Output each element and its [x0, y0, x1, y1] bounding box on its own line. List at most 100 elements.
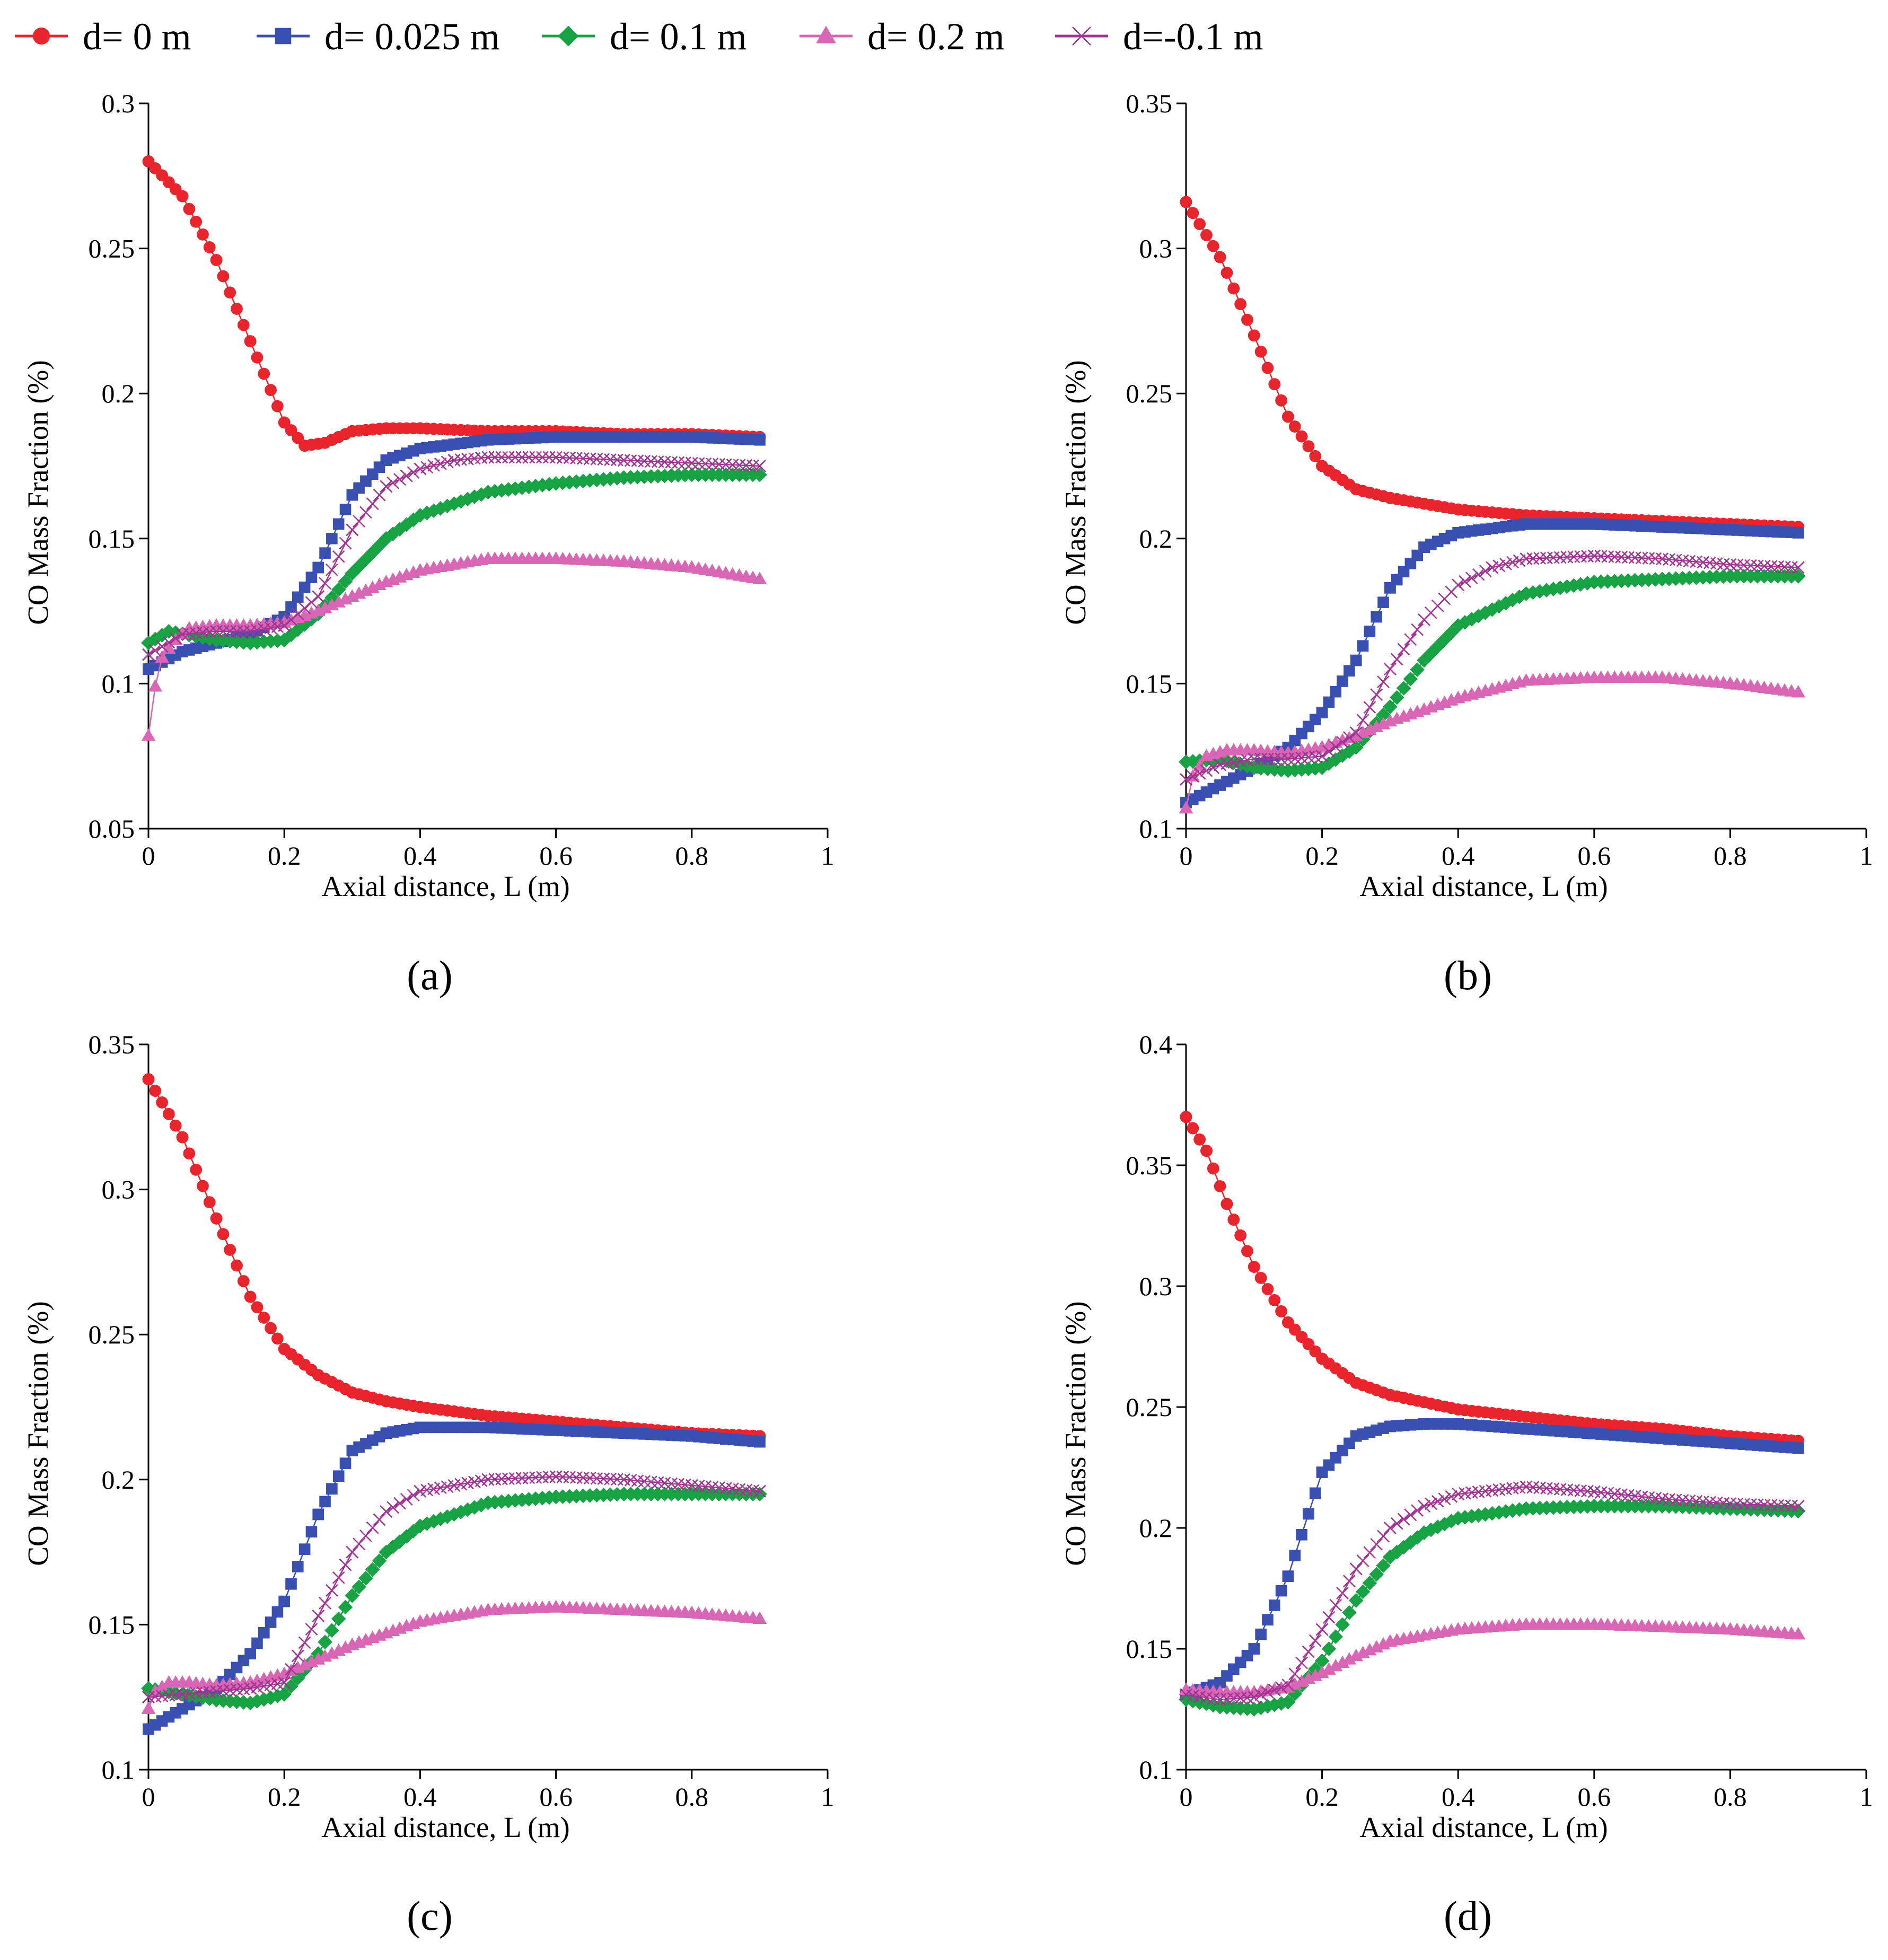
panel-label: (a) — [407, 952, 453, 998]
data-point — [1363, 701, 1376, 714]
data-point — [1518, 586, 1534, 601]
y-tick-label: 0.15 — [1126, 669, 1173, 698]
data-point — [1206, 1698, 1221, 1713]
data-point — [169, 632, 182, 645]
data-point — [1655, 572, 1670, 587]
x-tick-label: 0.2 — [1305, 841, 1339, 871]
data-point — [1465, 572, 1478, 585]
data-point — [380, 422, 392, 435]
x-tick-label: 0.6 — [1578, 841, 1611, 871]
legend-item-dm1: d=-0.1 m — [1055, 15, 1263, 58]
data-point — [1445, 1490, 1458, 1503]
data-point — [481, 1473, 495, 1486]
data-point — [312, 1369, 324, 1382]
x-tick-label: 0.4 — [403, 841, 437, 871]
data-point — [311, 603, 326, 617]
data-point — [319, 547, 331, 559]
x-tick-label: 0.4 — [1442, 841, 1475, 871]
data-point — [237, 1275, 250, 1287]
data-point — [1369, 1567, 1384, 1582]
data-point — [1187, 207, 1199, 219]
data-point — [1418, 1396, 1430, 1409]
panel-2: 0 0.2 0.4 0.6 0.8 1 0.1 0.15 0.2 0.25 0.3 0.35 Axial… — [22, 1030, 835, 1939]
data-point — [155, 650, 169, 663]
panel-0: 0 0.2 0.4 0.6 0.8 1 0.05 0.1 0.15 0.2 0.25 0.3 Axial… — [22, 89, 835, 998]
data-point — [684, 467, 699, 482]
data-point — [265, 1616, 277, 1628]
series-3 — [141, 1599, 767, 1714]
data-point — [244, 1682, 257, 1695]
data-point — [1261, 1283, 1274, 1295]
data-point — [1289, 1550, 1301, 1561]
data-point — [1355, 1584, 1371, 1599]
x-tick-label: 1 — [1860, 1782, 1873, 1812]
data-point — [265, 1322, 277, 1334]
data-point — [1342, 1652, 1357, 1665]
data-point — [1384, 582, 1396, 594]
y-tick-label: 0.15 — [1126, 1634, 1173, 1664]
data-point — [1234, 1229, 1247, 1242]
data-point — [141, 1681, 156, 1696]
y-axis-label: CO Mass Fraction (%) — [22, 360, 54, 625]
data-point — [515, 451, 529, 464]
y-tick-label: 0.2 — [102, 1465, 135, 1495]
data-point — [1275, 394, 1288, 407]
data-point — [1479, 565, 1492, 577]
data-point — [209, 1692, 224, 1708]
data-point — [502, 451, 515, 464]
data-point — [1520, 1423, 1532, 1435]
data-point — [244, 1290, 257, 1303]
x-tick-label: 0 — [142, 841, 155, 871]
data-point — [1268, 378, 1281, 391]
data-point — [1383, 699, 1398, 714]
data-point — [1498, 596, 1513, 611]
data-point — [380, 1427, 392, 1439]
x-tick-label: 0 — [1180, 1782, 1193, 1812]
data-point — [522, 451, 535, 464]
data-point — [1532, 584, 1547, 599]
data-point — [292, 591, 304, 603]
data-point — [244, 335, 257, 348]
data-point — [617, 454, 630, 467]
data-point — [141, 1701, 156, 1714]
data-point — [1790, 569, 1806, 584]
data-point — [549, 1470, 563, 1483]
data-point — [1390, 1517, 1403, 1530]
data-point — [413, 1614, 427, 1627]
data-point — [1268, 752, 1281, 766]
x-tick-label: 0.8 — [1714, 841, 1747, 871]
data-point — [366, 497, 379, 511]
data-point — [1349, 728, 1363, 741]
data-point — [1356, 1554, 1369, 1567]
data-point — [618, 1427, 630, 1439]
data-point — [380, 454, 392, 466]
data-point — [1791, 685, 1805, 698]
data-point — [278, 1343, 291, 1355]
data-point — [1262, 1614, 1274, 1626]
data-point — [373, 1513, 386, 1526]
legend-label: d= 0.1 m — [610, 15, 747, 58]
data-point — [1261, 1686, 1274, 1699]
data-point — [1418, 613, 1430, 626]
data-point — [1397, 1513, 1410, 1526]
data-point — [603, 471, 618, 486]
data-point — [1192, 759, 1207, 771]
data-point — [346, 523, 359, 537]
data-point — [1723, 676, 1737, 689]
data-point — [392, 1534, 407, 1549]
data-point — [1349, 1648, 1363, 1662]
data-point — [143, 663, 154, 675]
data-point — [1438, 1492, 1451, 1506]
legend-marker-x — [1072, 27, 1091, 46]
data-point — [1457, 615, 1472, 630]
data-point — [1193, 1133, 1206, 1146]
data-point — [236, 1695, 251, 1710]
data-point — [549, 451, 563, 464]
data-point — [1350, 1377, 1363, 1389]
data-point — [285, 1663, 297, 1676]
data-point — [380, 480, 393, 493]
data-point — [291, 608, 304, 620]
data-point — [1403, 671, 1418, 687]
y-tick-label: 0.15 — [89, 1610, 135, 1639]
